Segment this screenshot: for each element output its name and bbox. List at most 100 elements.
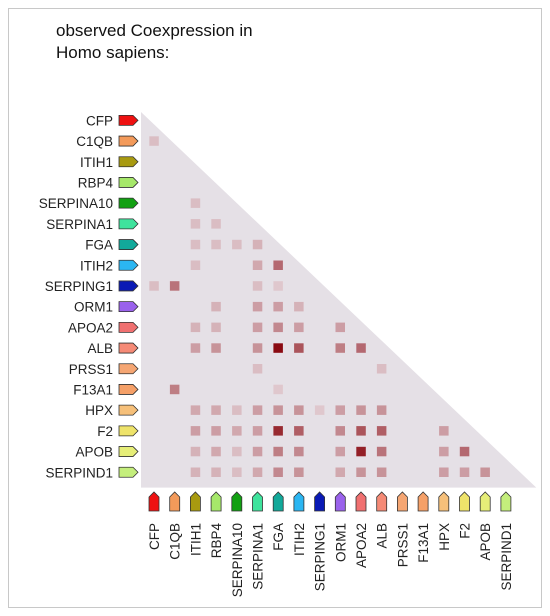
row-label-serpina1: SERPINA1 [46,217,113,232]
row-tag-serpina1 [118,218,139,230]
row-label-f2: F2 [97,424,113,439]
row-tag-rbp4 [118,177,139,188]
cell-f2-itih2 [294,426,304,436]
cell-alb-apoa2 [356,343,366,353]
row-tag-alb [118,342,139,354]
cell-serpind1-rbp4 [211,467,221,477]
cell-serpind1-itih1 [190,467,201,477]
cell-apob-f2 [459,446,470,457]
col-label-itih2: ITIH2 [292,523,307,556]
cell-f2-serpina10 [232,426,242,436]
col-label-rbp4: RBP4 [209,523,224,559]
col-tag-hpx [438,491,450,512]
cell-itih2-fga [273,260,283,270]
col-tag-itih1 [189,491,201,512]
cell-prss1-alb [376,364,387,374]
cell-apoa2-itih1 [190,322,201,333]
cell-alb-orm1 [335,343,345,353]
cell-hpx-alb [376,405,387,415]
cell-serpind1-fga [273,467,283,477]
cell-f2-itih1 [190,426,201,436]
cell-alb-rbp4 [211,343,221,353]
figure-title: observed Coexpression in Homo sapiens: [56,21,253,62]
matrix-background [141,112,537,488]
col-tag-serpind1 [500,491,512,512]
cell-serpina1-rbp4 [211,219,221,229]
col-label-alb: ALB [375,523,390,549]
cell-hpx-serping1 [314,405,325,415]
cell-orm1-serpina1 [252,301,263,312]
cell-itih2-serpina1 [252,260,263,270]
cell-f2-orm1 [335,426,345,436]
row-label-serpind1: SERPIND1 [45,465,113,480]
cell-apob-orm1 [335,446,345,457]
cell-serpind1-alb [376,467,387,477]
cell-fga-serpina1 [252,239,263,250]
cell-f2-apoa2 [356,426,366,436]
cell-c1qb-cfp [149,136,159,146]
cell-apob-alb [376,446,387,457]
cell-apob-rbp4 [211,446,221,457]
row-tag-cfp [118,114,139,126]
col-tag-apoa2 [355,491,367,512]
cell-fga-rbp4 [211,239,221,250]
col-label-prss1: PRSS1 [395,523,410,567]
col-tag-f13a1 [417,491,429,512]
row-label-itih2: ITIH2 [80,258,113,273]
cell-apob-itih1 [190,446,201,457]
cell-orm1-rbp4 [211,301,221,312]
cell-serpind1-itih2 [294,467,304,477]
cell-alb-itih2 [294,343,304,353]
row-tag-hpx [118,404,139,416]
cell-f2-hpx [439,426,449,436]
col-label-serpina1: SERPINA1 [251,523,266,590]
cell-serpind1-apob [480,467,490,477]
col-tag-serpina10 [231,491,243,512]
row-label-serpina10: SERPINA10 [39,196,113,211]
cell-f2-alb [376,426,387,436]
row-tag-apob [118,446,139,457]
col-tag-f2 [459,491,470,512]
row-tag-prss1 [118,363,139,375]
cell-apoa2-rbp4 [211,322,221,333]
cell-prss1-serpina1 [252,364,263,374]
cell-orm1-fga [273,301,283,312]
cell-apoa2-fga [273,322,283,333]
col-label-f2: F2 [458,523,473,539]
col-label-serpina10: SERPINA10 [230,523,245,597]
cell-serpina1-itih1 [190,219,201,229]
col-label-f13a1: F13A1 [416,523,431,563]
row-label-rbp4: RBP4 [78,175,114,190]
cell-serpind1-apoa2 [356,467,366,477]
cell-serpina10-itih1 [190,198,201,208]
col-tag-itih2 [293,491,305,512]
col-label-hpx: HPX [437,523,452,551]
cell-serping1-c1qb [169,281,180,291]
cell-apob-serpina10 [232,446,242,457]
cell-serpind1-serpina10 [232,467,242,477]
cell-f2-fga [273,426,283,436]
cell-f2-serpina1 [252,426,263,436]
row-tag-serpind1 [118,466,139,478]
cell-serpind1-f2 [459,467,470,477]
row-tag-serping1 [118,280,139,292]
cell-alb-serpina1 [252,343,263,353]
cell-f13a1-c1qb [169,384,180,395]
col-label-fga: FGA [271,523,286,551]
row-label-alb: ALB [87,341,113,356]
col-label-apoa2: APOA2 [354,523,369,568]
cell-apob-itih2 [294,446,304,457]
row-label-hpx: HPX [85,403,113,418]
row-label-orm1: ORM1 [74,300,113,315]
row-tag-itih2 [118,259,139,271]
col-label-c1qb: C1QB [168,523,183,560]
col-label-orm1: ORM1 [333,523,348,562]
cell-hpx-apoa2 [356,405,366,415]
cell-itih2-itih1 [190,260,201,270]
col-tag-apob [479,491,491,512]
cell-apob-hpx [439,446,449,457]
cell-serping1-cfp [149,281,159,291]
col-label-serping1: SERPING1 [313,523,328,591]
row-label-prss1: PRSS1 [69,362,113,377]
cell-hpx-orm1 [335,405,345,415]
